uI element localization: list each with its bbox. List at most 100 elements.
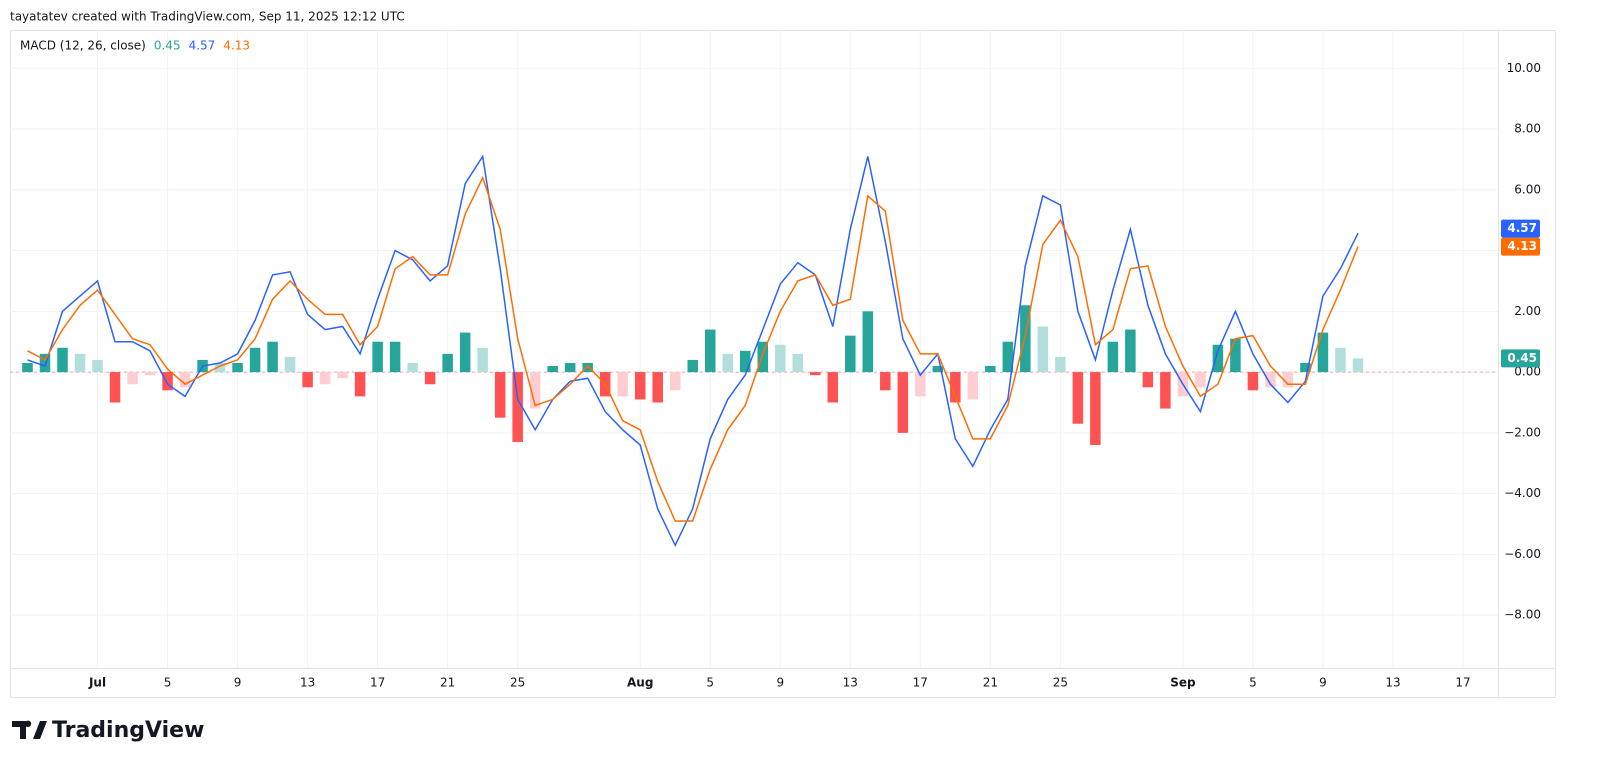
histogram-bar [950, 372, 961, 403]
histogram-bar [827, 372, 839, 403]
histogram-bar [862, 311, 874, 373]
y-tick-label: 6.00 [1514, 182, 1541, 196]
histogram-bar [617, 372, 628, 397]
legend: MACD (12, 26, close) 0.45 4.57 4.13 [20, 39, 250, 53]
histogram-bar [1107, 341, 1119, 373]
histogram-bar [459, 332, 471, 373]
histogram-bar [897, 372, 909, 433]
x-tick-label: 5 [1249, 676, 1257, 690]
histogram-bar [442, 353, 453, 373]
grid [10, 30, 1498, 668]
x-tick-label: 17 [370, 676, 385, 690]
brand: TradingView [52, 718, 204, 743]
histogram-bar [1020, 305, 1031, 373]
histogram-bar [372, 341, 383, 373]
x-tick-label: 21 [440, 676, 455, 690]
legend-value: 4.57 [189, 39, 216, 53]
brand-logo: TradingView [12, 718, 204, 743]
last-value-badge [1501, 219, 1540, 238]
histogram-bar [1142, 372, 1154, 388]
histogram-bar [932, 366, 944, 373]
indicator-name: MACD (12, 26, close) [20, 39, 146, 53]
y-tick-label: 2.00 [1514, 304, 1541, 318]
histogram-bar [1230, 338, 1241, 373]
histogram-bar [634, 372, 646, 400]
x-tick-label: 13 [300, 676, 315, 690]
attribution: tayatatev created with TradingView.com, … [10, 10, 405, 24]
y-tick-label: −4.00 [1504, 486, 1541, 500]
histogram-bar [1300, 362, 1311, 373]
histogram-bar [1090, 372, 1101, 446]
histogram-bar [1125, 329, 1136, 373]
histogram-bar [652, 372, 663, 403]
x-tick-label: 9 [234, 676, 242, 690]
histogram-bar [739, 350, 751, 373]
histogram-bar [529, 372, 541, 409]
legend-value: 4.13 [223, 39, 250, 53]
histogram-bar [494, 372, 506, 418]
x-tick-label: 17 [913, 676, 928, 690]
histogram-bar [127, 372, 138, 385]
histogram-bar [1335, 347, 1346, 373]
y-tick-label: −8.00 [1504, 608, 1541, 622]
x-tick-label: 17 [1455, 676, 1470, 690]
histogram-bar [547, 366, 558, 373]
x-tick-label: Jul [88, 676, 106, 690]
histogram-bar [985, 366, 996, 373]
x-tick-label: 9 [1319, 676, 1327, 690]
histogram-bar [1160, 372, 1171, 409]
histogram-bar [337, 372, 348, 379]
x-tick-label: 25 [1053, 676, 1068, 690]
histogram-bar [319, 372, 331, 385]
histogram-bar [354, 372, 366, 397]
histogram-bar [267, 341, 278, 373]
histogram-bar [1265, 372, 1276, 388]
x-tick-label: 13 [1385, 676, 1400, 690]
histogram-bar [284, 356, 296, 373]
last-value-badge [1501, 349, 1540, 368]
histogram-bar [92, 359, 103, 373]
x-tick-label: 13 [843, 676, 858, 690]
x-tick-label: Aug [627, 676, 653, 690]
x-tick-label: 9 [776, 676, 784, 690]
histogram-bar [1055, 356, 1066, 373]
histogram-bar [1212, 344, 1224, 373]
logo-icon [12, 720, 47, 739]
histogram-bar [179, 372, 191, 388]
histogram-bar [1037, 326, 1049, 373]
y-tick-label: 8.00 [1514, 122, 1541, 136]
last-value-label: 4.13 [1507, 239, 1537, 253]
plot [10, 154, 1498, 548]
histogram-bar [162, 372, 173, 391]
histogram-bar [669, 372, 681, 391]
x-tick-label: Sep [1170, 676, 1196, 690]
x-tick-label: 5 [706, 676, 714, 690]
histogram-bar [582, 362, 593, 373]
histogram-bar [792, 353, 804, 373]
histogram-bar [775, 344, 786, 373]
last-value-label: 4.57 [1507, 221, 1537, 235]
y-tick-label: −6.00 [1504, 547, 1541, 561]
y-tick-label: 10.00 [1507, 61, 1541, 75]
histogram-bar [1352, 358, 1364, 373]
histogram-bar [564, 362, 576, 373]
histogram-bar [722, 353, 733, 373]
histogram-bar [477, 347, 488, 373]
last-value-badge [1501, 237, 1540, 256]
line [27, 154, 1359, 548]
histogram-bar [389, 341, 401, 373]
histogram-bar [757, 341, 769, 373]
x-tick-label: 5 [164, 676, 172, 690]
histogram-bar [74, 353, 86, 373]
histogram-bar [232, 362, 243, 373]
histogram-bar [22, 362, 33, 373]
pane-border [10, 30, 1556, 698]
histogram-bar [214, 362, 226, 373]
histogram-bar [1247, 372, 1259, 391]
histogram-bar [687, 359, 698, 373]
y-tick-label: 0.00 [1514, 365, 1541, 379]
histogram-bar [302, 372, 313, 388]
histogram-bar [1195, 372, 1206, 388]
